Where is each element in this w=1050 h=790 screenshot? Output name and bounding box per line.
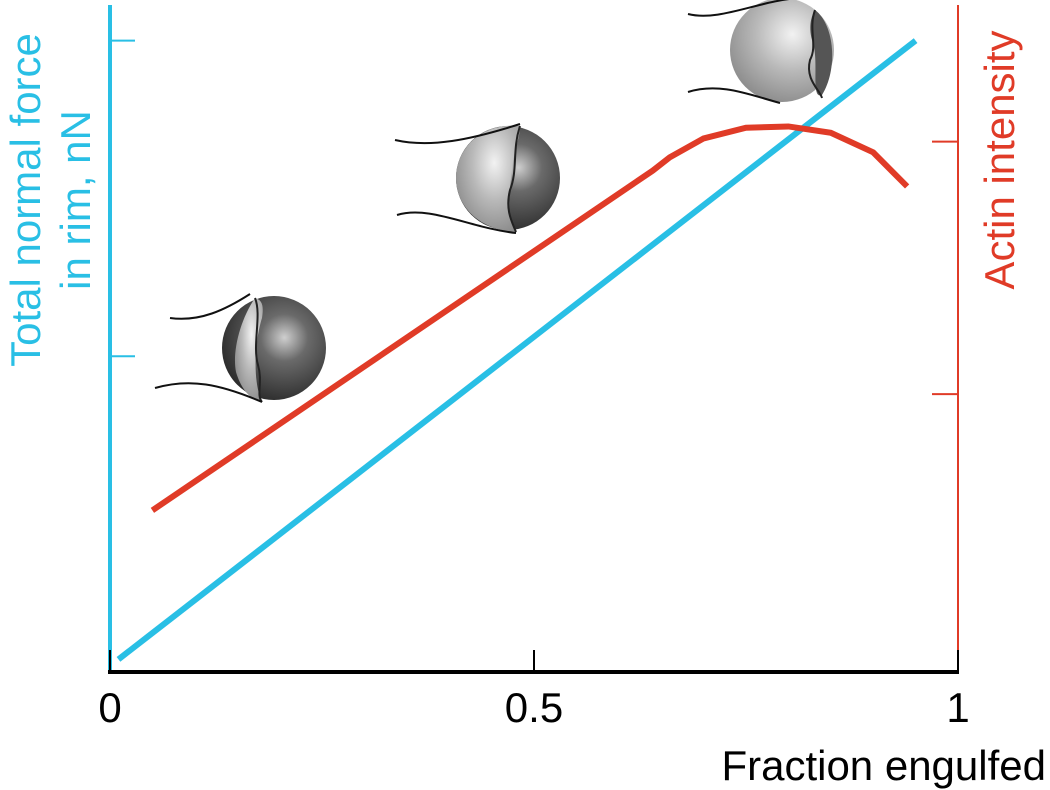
data-line [116, 38, 918, 662]
y2-axis-label: Actin intensity [976, 30, 1023, 289]
x-axis-label: Fraction engulfed [721, 742, 1046, 789]
y-axis-label: in rim, nN [52, 110, 99, 290]
particle-illustration [687, 0, 834, 104]
x-tick-label: 1 [946, 684, 969, 731]
y-axis-label: Total normal force [2, 33, 49, 367]
x-tick-label: 0.5 [505, 684, 563, 731]
data-line [150, 123, 910, 513]
x-tick-label: 0 [98, 684, 121, 731]
particle-illustration [154, 293, 326, 403]
particle-illustration [394, 123, 560, 234]
